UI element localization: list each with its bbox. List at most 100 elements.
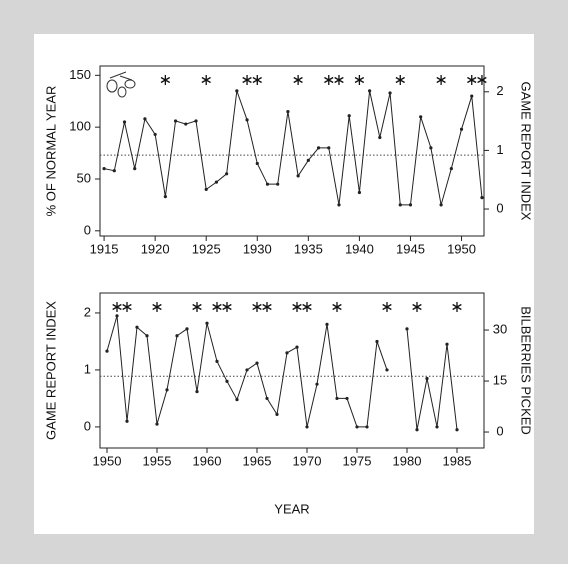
data-point: [135, 325, 139, 329]
data-point: [455, 428, 459, 432]
data-point: [194, 119, 198, 123]
x-axis-title: YEAR: [274, 501, 309, 516]
event-asterisk: [293, 75, 303, 85]
data-point: [125, 419, 129, 423]
data-point: [337, 203, 341, 207]
y-tick-label: 2: [84, 304, 91, 319]
data-point: [225, 172, 229, 176]
event-asterisk: [212, 302, 222, 312]
data-point: [204, 187, 208, 191]
data-point: [296, 174, 300, 178]
event-asterisk: [436, 75, 446, 85]
data-point: [163, 195, 167, 199]
data-point: [435, 425, 439, 429]
event-asterisk: [152, 302, 162, 312]
y-tick-label: 150: [69, 67, 91, 82]
y-axis-title: GAME REPORT INDEX: [43, 301, 58, 440]
data-point: [305, 425, 309, 429]
event-asterisk: [477, 75, 487, 85]
x-tick-label: 1985: [443, 453, 472, 468]
data-point: [365, 425, 369, 429]
data-point: [245, 118, 249, 122]
bird-icon: [106, 71, 136, 98]
x-tick-label: 1960: [193, 453, 222, 468]
y-tick-label: 0: [84, 222, 91, 237]
data-point: [429, 146, 433, 150]
event-asterisk: [122, 302, 132, 312]
data-point: [388, 91, 392, 95]
data-point: [357, 190, 362, 195]
data-point: [368, 89, 372, 93]
event-asterisk: [252, 75, 262, 85]
panel-background: [34, 34, 534, 534]
data-point: [215, 359, 219, 363]
data-point: [345, 396, 349, 401]
x-tick-label: 1965: [243, 453, 272, 468]
data-point: [275, 412, 279, 416]
data-point: [295, 345, 299, 349]
y2-axis-title: BILBERRIES PICKED: [519, 306, 534, 435]
y2-tick-label: 30: [493, 321, 507, 336]
x-tick-label: 1970: [293, 453, 322, 468]
event-asterisk: [412, 302, 422, 312]
event-asterisk: [395, 75, 405, 85]
data-point: [408, 203, 413, 207]
data-point: [439, 203, 443, 207]
data-point: [265, 182, 270, 186]
data-point: [265, 396, 269, 401]
data-point: [480, 196, 484, 200]
data-point: [184, 122, 188, 126]
data-point: [347, 114, 351, 118]
y2-tick-label: 1: [496, 142, 503, 157]
data-point: [155, 422, 159, 426]
event-asterisk: [334, 75, 344, 85]
data-point: [276, 182, 280, 186]
x-tick-label: 1915: [90, 241, 119, 256]
event-asterisk: [192, 302, 202, 312]
event-asterisk: [332, 302, 342, 312]
data-point: [112, 169, 116, 173]
event-asterisk: [292, 302, 302, 312]
x-tick-label: 1920: [141, 241, 170, 256]
x-tick-label: 1940: [345, 241, 374, 256]
event-asterisk: [354, 75, 365, 85]
x-tick-label: 1925: [192, 241, 221, 256]
data-line: [103, 90, 483, 206]
data-point: [445, 342, 449, 346]
y-tick-label: 1: [84, 361, 91, 376]
event-asterisk: [222, 302, 232, 312]
data-point: [315, 382, 319, 386]
event-asterisk: [160, 75, 171, 85]
y2-tick-label: 2: [496, 83, 503, 98]
data-point: [316, 146, 321, 150]
data-point: [378, 135, 382, 140]
x-tick-label: 1930: [243, 241, 272, 256]
x-tick-label: 1950: [93, 453, 122, 468]
data-point: [419, 115, 423, 119]
data-point: [115, 314, 119, 318]
y-axis-title: % OF NORMAL YEAR: [43, 86, 58, 217]
data-point: [425, 376, 429, 381]
event-asterisk: [252, 302, 262, 312]
data-point: [255, 361, 259, 365]
event-asterisk: [242, 75, 252, 85]
event-asterisk: [467, 75, 477, 85]
x-tick-label: 1975: [343, 453, 372, 468]
data-point: [245, 368, 249, 372]
data-point: [102, 167, 106, 171]
data-point: [105, 349, 109, 353]
event-asterisk: [382, 302, 392, 312]
plot-frame: [99, 292, 485, 449]
data-point: [133, 167, 137, 171]
data-point: [375, 339, 379, 344]
data-point: [195, 389, 199, 394]
data-point: [325, 322, 329, 326]
data-point: [327, 146, 331, 150]
x-tick-label: 1980: [393, 453, 422, 468]
y-tick-label: 100: [69, 119, 91, 134]
data-point: [165, 388, 169, 392]
data-point: [143, 117, 147, 121]
data-point: [405, 327, 409, 331]
x-tick-label: 1935: [294, 241, 323, 256]
